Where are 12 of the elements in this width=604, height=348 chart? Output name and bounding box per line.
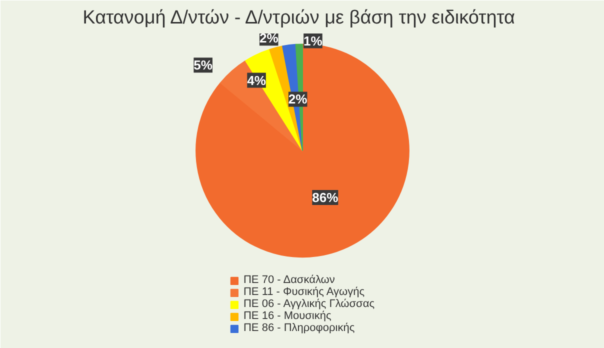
legend-label: ΠΕ 16 - Μουσικής — [243, 310, 332, 322]
legend-label: ΠΕ 11 - Φυσικής Αγωγής — [243, 286, 365, 298]
data-label: 2% — [259, 30, 279, 46]
data-label: 1% — [304, 33, 323, 48]
legend-label: ΠΕ 86 - Πληροφορικής — [243, 322, 355, 334]
legend-label: ΠΕ 06 - Αγγλικής Γλώσσας — [243, 298, 375, 310]
data-label: 2% — [288, 92, 308, 107]
data-label: 86% — [312, 190, 339, 206]
legend-label: ΠΕ 70 - Δασκάλων — [243, 274, 335, 286]
data-label: 4% — [247, 72, 266, 88]
data-label: 5% — [194, 58, 213, 73]
chart-title: Κατανομή Δ/ντών - Δ/ντριών με βάση την ειδικότητα — [82, 8, 515, 28]
